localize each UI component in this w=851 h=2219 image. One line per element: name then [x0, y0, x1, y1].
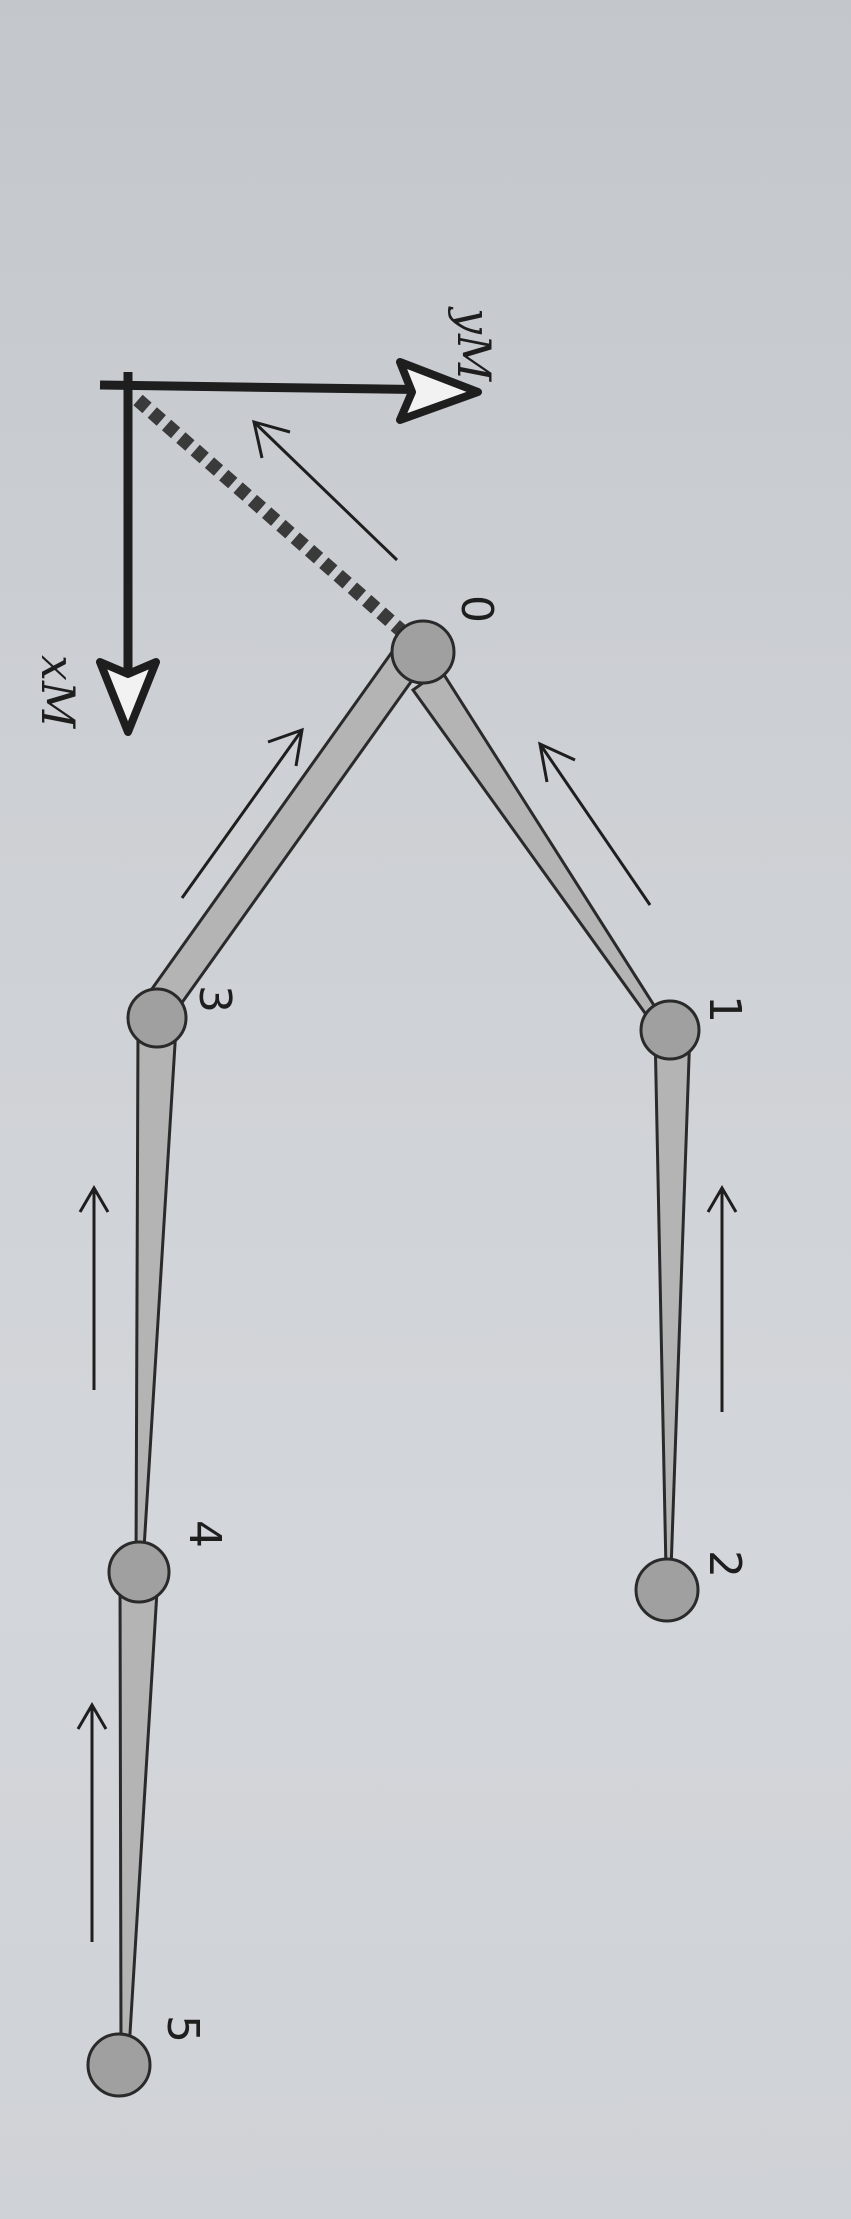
joint-labels: 0 1 2 3 4 5	[157, 595, 750, 2043]
arrow-link-3-0	[180, 727, 304, 899]
joint-5	[86, 2032, 152, 2098]
x-axis-arrowhead	[96, 658, 160, 736]
bone-4-3	[134, 1026, 178, 1567]
joint-label-2: 2	[699, 1550, 750, 1578]
direction-arrows	[76, 419, 738, 1942]
arrow-link-5-4	[76, 1702, 108, 1942]
bones	[118, 649, 692, 2052]
arrow-link-4-3	[78, 1185, 110, 1390]
joint-1	[639, 999, 701, 1061]
root-link-dashed	[133, 394, 417, 646]
joints	[86, 619, 701, 2098]
bone-3-0	[142, 649, 421, 1028]
y-axis-label: yM	[447, 306, 501, 383]
joint-3	[126, 987, 188, 1049]
arrow-link-2-1	[706, 1185, 738, 1412]
joint-2	[634, 1557, 700, 1623]
bone-5-4	[118, 1573, 160, 2052]
joint-0	[390, 619, 456, 685]
bone-2-1	[653, 1028, 692, 1572]
y-axis-arrowhead	[396, 358, 482, 424]
arrow-link-1-0	[538, 741, 652, 906]
arrow-root-link	[251, 419, 399, 562]
bone-1-0	[410, 667, 678, 1042]
y-axis-line	[99, 380, 451, 395]
joint-label-5: 5	[157, 2015, 208, 2043]
joint-label-3: 3	[189, 985, 240, 1013]
coordinate-frame: yM xM	[31, 306, 501, 736]
joint-label-1: 1	[699, 995, 750, 1023]
joint-4	[107, 1540, 171, 1604]
joint-label-4: 4	[179, 1520, 230, 1548]
joint-label-0: 0	[451, 595, 502, 623]
x-axis-label: xM	[31, 655, 85, 730]
